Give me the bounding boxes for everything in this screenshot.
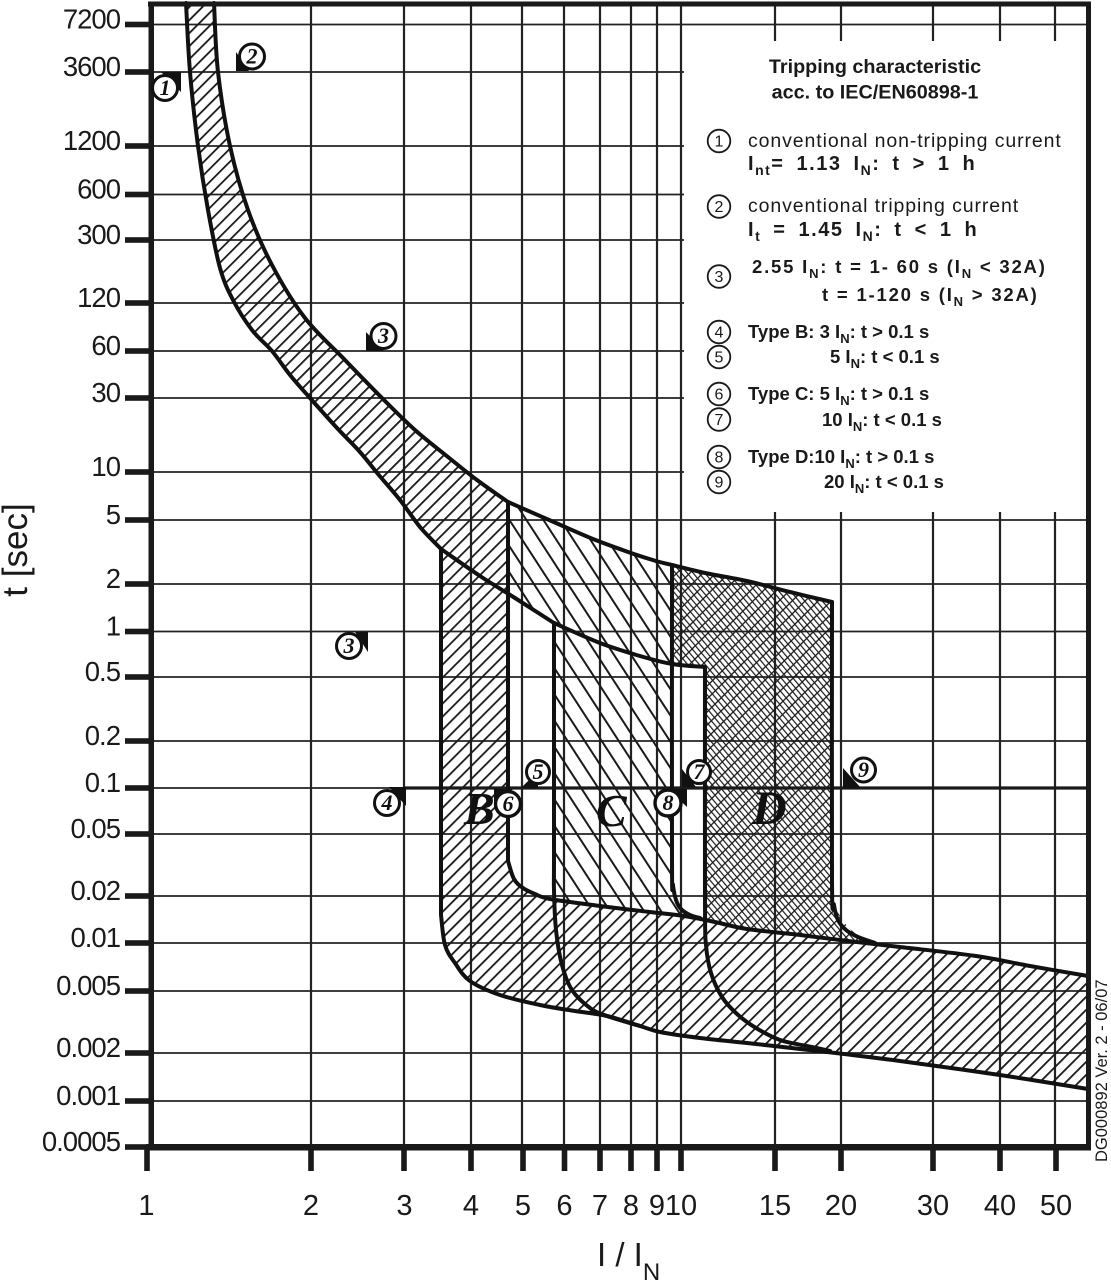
svg-text:Type B: 3 IN: t > 0.1 s: Type B: 3 IN: t > 0.1 s: [748, 321, 929, 346]
svg-text:4: 4: [381, 790, 393, 815]
svg-text:6: 6: [503, 791, 514, 816]
svg-text:acc. to IEC/EN60898-1: acc. to IEC/EN60898-1: [772, 82, 979, 104]
svg-text:9: 9: [858, 757, 869, 782]
svg-text:7200: 7200: [63, 3, 121, 34]
svg-text:0.1: 0.1: [85, 767, 120, 798]
svg-text:5: 5: [106, 499, 121, 530]
svg-text:8: 8: [663, 790, 674, 815]
svg-text:1: 1: [160, 75, 171, 100]
svg-text:2: 2: [246, 44, 258, 69]
svg-text:0.01: 0.01: [70, 922, 120, 953]
svg-text:C: C: [596, 785, 628, 836]
svg-text:t = 1-120 s (IN > 32A): t = 1-120 s (IN > 32A): [822, 284, 1039, 309]
svg-text:50: 50: [1040, 1190, 1072, 1222]
svg-text:3: 3: [377, 323, 389, 348]
svg-text:0.5: 0.5: [85, 656, 121, 687]
svg-text:Type C: 5 IN: t > 0.1 s: Type C: 5 IN: t > 0.1 s: [748, 383, 929, 408]
svg-text:0.2: 0.2: [85, 720, 120, 751]
svg-text:1: 1: [715, 134, 724, 151]
svg-text:t [sec]: t [sec]: [0, 503, 35, 596]
svg-text:It = 1.45 IN: t < 1 h: It = 1.45 IN: t < 1 h: [748, 219, 978, 244]
svg-text:6: 6: [556, 1190, 572, 1222]
svg-text:3: 3: [343, 633, 355, 658]
svg-text:0.05: 0.05: [70, 813, 120, 844]
svg-text:Int= 1.13 IN: t > 1 h: Int= 1.13 IN: t > 1 h: [748, 153, 976, 178]
svg-text:40: 40: [984, 1190, 1016, 1222]
svg-text:10 IN: t < 0.1 s: 10 IN: t < 0.1 s: [822, 409, 942, 434]
svg-text:7: 7: [694, 759, 706, 784]
svg-text:15: 15: [759, 1190, 791, 1222]
svg-text:0.005: 0.005: [56, 970, 121, 1001]
svg-text:10: 10: [91, 451, 120, 482]
svg-text:4: 4: [715, 325, 724, 342]
svg-text:1200: 1200: [63, 125, 121, 156]
svg-text:2: 2: [715, 199, 724, 216]
svg-text:0.0005: 0.0005: [42, 1126, 121, 1157]
svg-text:conventional non-tripping curr: conventional non-tripping current: [748, 130, 1062, 152]
svg-text:3: 3: [715, 269, 724, 286]
svg-text:5: 5: [533, 759, 544, 784]
svg-text:conventional tripping current: conventional tripping current: [748, 195, 1019, 217]
svg-text:1: 1: [138, 1190, 154, 1222]
svg-text:9: 9: [715, 475, 724, 492]
svg-text:3: 3: [396, 1190, 412, 1222]
svg-text:20: 20: [825, 1190, 857, 1222]
svg-text:6: 6: [715, 387, 724, 404]
svg-text:4: 4: [463, 1190, 479, 1222]
svg-text:Type D:10 IN: t > 0.1 s: Type D:10 IN: t > 0.1 s: [748, 446, 934, 471]
svg-text:7: 7: [715, 412, 724, 429]
svg-text:120: 120: [77, 282, 121, 313]
svg-text:2: 2: [303, 1190, 319, 1222]
svg-text:10: 10: [665, 1190, 697, 1222]
svg-text:1: 1: [106, 610, 120, 641]
svg-text:D: D: [751, 782, 787, 835]
svg-text:2: 2: [106, 563, 120, 594]
svg-text:8: 8: [715, 450, 724, 467]
svg-text:300: 300: [77, 219, 121, 250]
svg-text:3600: 3600: [63, 51, 121, 82]
svg-text:0.001: 0.001: [56, 1080, 120, 1111]
svg-text:5 IN: t < 0.1 s: 5 IN: t < 0.1 s: [830, 346, 940, 371]
svg-text:60: 60: [91, 330, 120, 361]
svg-text:0.002: 0.002: [56, 1032, 120, 1063]
svg-text:7: 7: [592, 1190, 608, 1222]
svg-text:20 IN: t < 0.1 s: 20 IN: t < 0.1 s: [824, 471, 944, 496]
svg-text:5: 5: [715, 350, 724, 367]
svg-text:30: 30: [91, 377, 120, 408]
svg-text:9: 9: [649, 1190, 665, 1222]
svg-text:B: B: [463, 783, 495, 834]
svg-text:DG000892 Ver. 2 - 06/07: DG000892 Ver. 2 - 06/07: [1093, 979, 1111, 1162]
svg-text:0.02: 0.02: [70, 875, 120, 906]
svg-text:30: 30: [917, 1190, 949, 1222]
svg-text:600: 600: [77, 173, 121, 204]
svg-text:Tripping characteristic: Tripping characteristic: [769, 56, 981, 78]
svg-text:2.55 IN: t = 1- 60 s (IN < 32A: 2.55 IN: t = 1- 60 s (IN < 32A): [752, 256, 1047, 281]
svg-text:8: 8: [623, 1190, 639, 1222]
svg-text:5: 5: [515, 1190, 531, 1222]
